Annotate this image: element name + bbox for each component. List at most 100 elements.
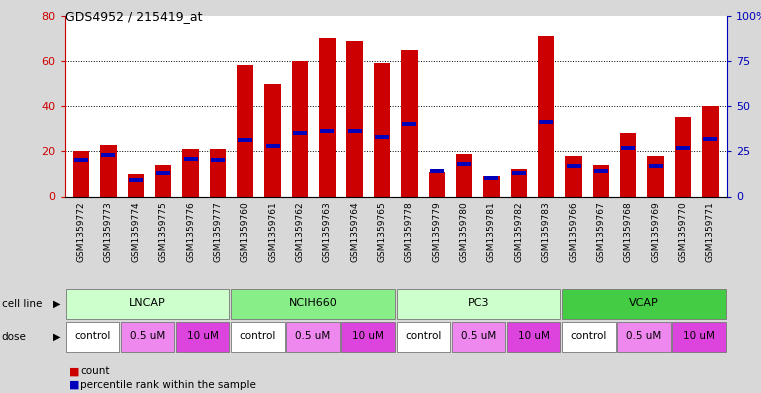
Text: GSM1359769: GSM1359769	[651, 201, 660, 262]
Text: control: control	[240, 331, 276, 342]
Text: 10 uM: 10 uM	[352, 331, 384, 342]
Bar	[374, 63, 390, 196]
Bar	[121, 322, 174, 352]
Text: ■: ■	[68, 366, 79, 376]
Bar	[264, 83, 281, 196]
Bar	[238, 138, 252, 143]
Bar	[65, 288, 229, 319]
Bar	[593, 165, 609, 196]
Text: ▶: ▶	[53, 332, 61, 342]
Text: GSM1359770: GSM1359770	[679, 201, 687, 262]
Text: GSM1359762: GSM1359762	[295, 201, 304, 262]
Bar	[266, 144, 279, 148]
Text: GSM1359767: GSM1359767	[597, 201, 606, 262]
Bar	[183, 156, 198, 161]
Bar	[567, 164, 581, 168]
Text: GSM1359773: GSM1359773	[104, 201, 113, 262]
Text: GSM1359781: GSM1359781	[487, 201, 496, 262]
Text: GSM1359777: GSM1359777	[213, 201, 222, 262]
Text: GDS4952 / 215419_at: GDS4952 / 215419_at	[65, 10, 202, 23]
Text: GSM1359760: GSM1359760	[240, 201, 250, 262]
Text: LNCAP: LNCAP	[129, 298, 166, 308]
Text: GSM1359779: GSM1359779	[432, 201, 441, 262]
Bar	[457, 162, 471, 166]
Bar	[403, 122, 416, 126]
Text: GSM1359764: GSM1359764	[350, 201, 359, 262]
Bar	[65, 322, 119, 352]
Bar	[562, 322, 616, 352]
Text: 10 uM: 10 uM	[186, 331, 218, 342]
Text: ▶: ▶	[53, 299, 61, 309]
Bar	[648, 156, 664, 196]
Bar	[155, 165, 171, 196]
Text: GSM1359775: GSM1359775	[159, 201, 167, 262]
Text: GSM1359783: GSM1359783	[542, 201, 551, 262]
Bar	[210, 149, 226, 196]
Text: cell line: cell line	[2, 299, 42, 309]
Bar	[620, 133, 636, 196]
Text: GSM1359772: GSM1359772	[77, 201, 85, 262]
Bar	[320, 129, 334, 134]
Bar	[621, 146, 635, 150]
Bar	[452, 322, 505, 352]
Text: GSM1359771: GSM1359771	[706, 201, 715, 262]
Bar	[319, 38, 336, 197]
Bar	[231, 322, 285, 352]
Text: control: control	[74, 331, 110, 342]
Text: dose: dose	[2, 332, 27, 342]
Bar	[396, 288, 560, 319]
Bar	[702, 106, 718, 196]
Text: PC3: PC3	[468, 298, 489, 308]
Text: GSM1359774: GSM1359774	[132, 201, 140, 262]
Bar	[483, 176, 500, 196]
Bar	[129, 178, 143, 182]
Bar	[676, 146, 690, 150]
Text: percentile rank within the sample: percentile rank within the sample	[80, 380, 256, 390]
Text: 0.5 uM: 0.5 uM	[461, 331, 496, 342]
Bar	[617, 322, 670, 352]
Bar	[703, 137, 718, 141]
Bar	[176, 322, 229, 352]
Text: GSM1359766: GSM1359766	[569, 201, 578, 262]
Text: GSM1359768: GSM1359768	[624, 201, 632, 262]
Bar	[401, 50, 418, 196]
Bar	[183, 149, 199, 196]
Bar	[375, 135, 389, 139]
Bar	[156, 171, 170, 175]
Text: GSM1359780: GSM1359780	[460, 201, 469, 262]
Bar	[231, 288, 395, 319]
Bar	[237, 65, 253, 196]
Text: ■: ■	[68, 380, 79, 390]
Bar	[675, 118, 691, 196]
Bar	[507, 322, 560, 352]
Bar	[293, 131, 307, 135]
Text: VCAP: VCAP	[629, 298, 659, 308]
Text: count: count	[80, 366, 110, 376]
Text: control: control	[405, 331, 441, 342]
Text: GSM1359778: GSM1359778	[405, 201, 414, 262]
Text: GSM1359776: GSM1359776	[186, 201, 195, 262]
Bar	[648, 164, 663, 168]
Bar	[511, 169, 527, 196]
Bar	[540, 120, 553, 125]
Bar	[562, 288, 726, 319]
Bar	[73, 151, 89, 196]
Bar	[594, 169, 608, 173]
Bar	[430, 169, 444, 173]
Text: GSM1359763: GSM1359763	[323, 201, 332, 262]
Bar	[291, 61, 308, 196]
Bar	[128, 174, 144, 196]
Bar	[512, 171, 526, 175]
Text: NCIH660: NCIH660	[288, 298, 337, 308]
Bar	[346, 40, 363, 196]
Bar	[485, 176, 498, 180]
Text: 10 uM: 10 uM	[683, 331, 715, 342]
Bar	[286, 322, 339, 352]
Bar	[100, 145, 116, 196]
Bar	[101, 153, 116, 157]
Bar	[456, 154, 473, 196]
Bar	[538, 36, 555, 197]
Text: 10 uM: 10 uM	[517, 331, 549, 342]
Bar	[428, 172, 445, 196]
Bar	[673, 322, 726, 352]
